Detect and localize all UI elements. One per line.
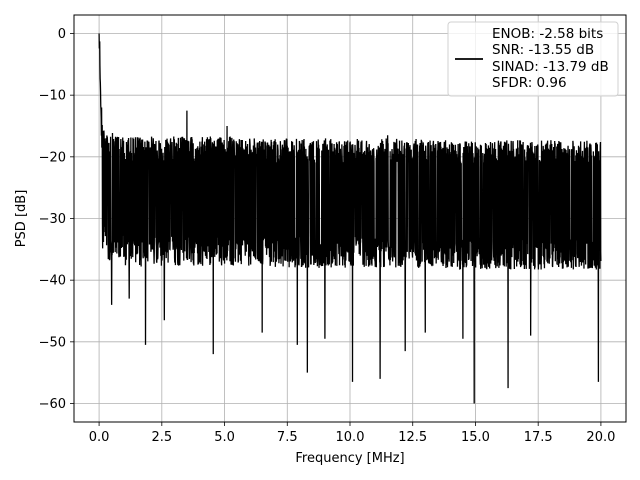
y-tick-label: −10	[39, 89, 66, 104]
legend: ENOB: -2.58 bits SNR: -13.55 dB SINAD: -…	[447, 21, 619, 97]
legend-sinad: SINAD: -13.79 dB	[492, 59, 609, 75]
legend-box	[447, 21, 619, 97]
x-tick-label: 17.5	[524, 430, 553, 445]
legend-sfdr: SFDR: 0.96	[492, 75, 567, 91]
y-tick-labels: 0 −10 −20 −30 −40 −50 −60	[39, 27, 66, 412]
y-axis-label: PSD [dB]	[14, 190, 29, 248]
x-tick-label: 10.0	[336, 430, 365, 445]
x-tick-label: 15.0	[461, 430, 490, 445]
y-tick-label: −50	[39, 335, 66, 350]
ticks	[70, 33, 602, 426]
y-tick-label: −40	[39, 274, 66, 289]
legend-snr: SNR: -13.55 dB	[492, 42, 594, 58]
y-tick-label: −60	[39, 397, 66, 412]
x-axis-label: Frequency [MHz]	[295, 451, 404, 466]
x-tick-label: 2.5	[151, 430, 172, 445]
legend-enob: ENOB: -2.58 bits	[492, 26, 603, 42]
x-tick-label: 0.0	[89, 430, 110, 445]
x-tick-label: 7.5	[277, 430, 298, 445]
psd-line	[98, 33, 602, 404]
psd-series	[98, 33, 602, 404]
y-tick-label: −20	[39, 150, 66, 165]
x-tick-label: 20.0	[586, 430, 615, 445]
x-tick-labels: 0.0 2.5 5.0 7.5 10.0 12.5 15.0 17.5 20.0	[89, 430, 616, 445]
x-tick-label: 12.5	[398, 430, 427, 445]
y-tick-label: −30	[39, 212, 66, 227]
x-tick-label: 5.0	[214, 430, 235, 445]
y-tick-label: 0	[58, 27, 66, 42]
